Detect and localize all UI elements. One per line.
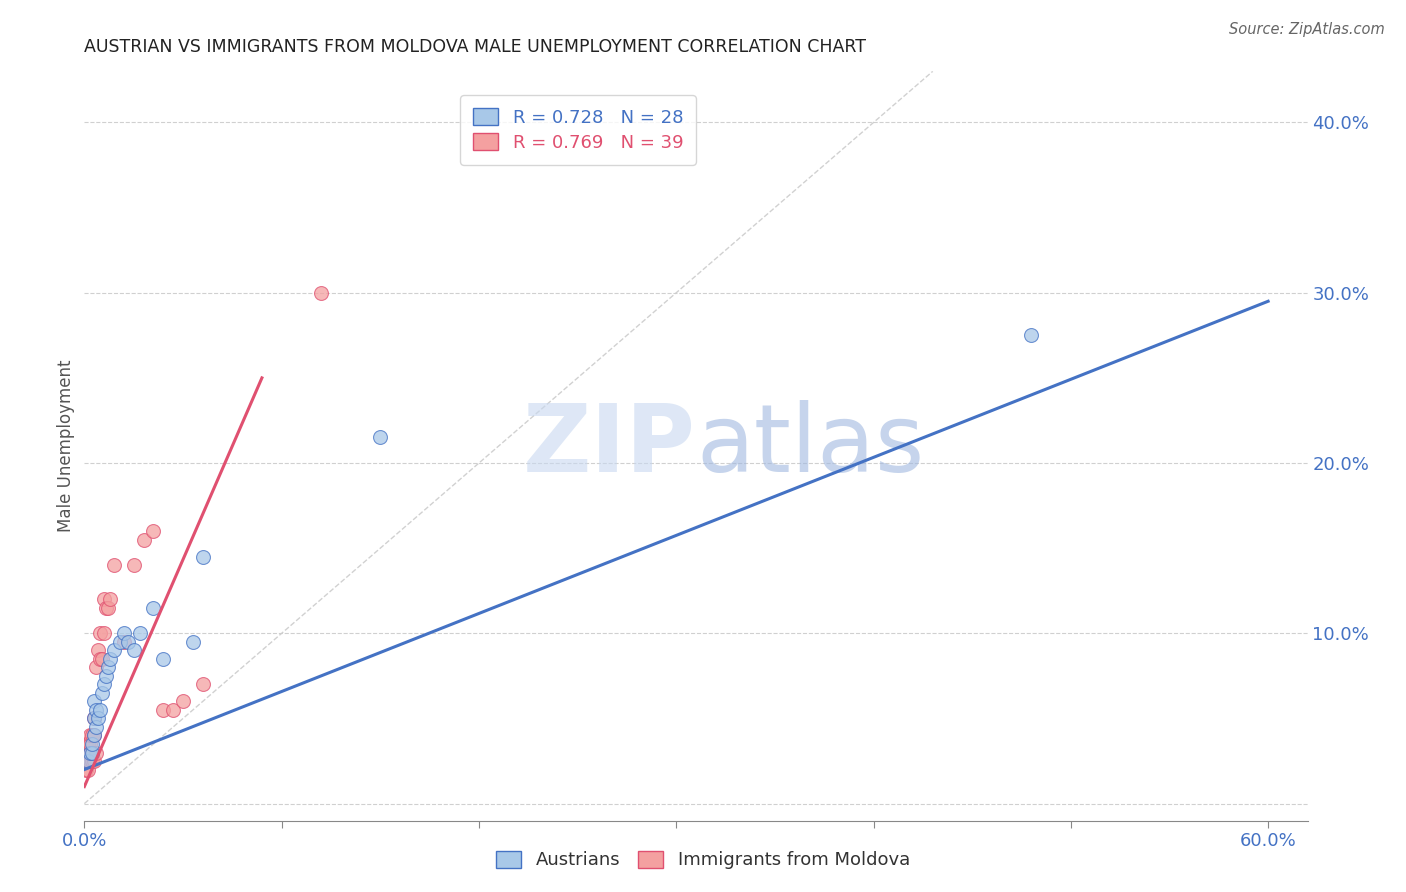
Point xyxy=(98,652,121,666)
Point xyxy=(82,754,104,768)
Text: Source: ZipAtlas.com: Source: ZipAtlas.com xyxy=(1229,22,1385,37)
Point xyxy=(75,746,97,760)
Point xyxy=(77,754,100,768)
Point xyxy=(82,746,104,760)
Point xyxy=(97,660,120,674)
Point xyxy=(122,643,145,657)
Point xyxy=(142,524,165,538)
Point xyxy=(89,703,111,717)
Point xyxy=(108,635,131,649)
Point xyxy=(94,600,117,615)
Point xyxy=(77,746,100,760)
Y-axis label: Male Unemployment: Male Unemployment xyxy=(56,359,75,533)
Point xyxy=(152,703,174,717)
Point xyxy=(84,720,107,734)
Point xyxy=(368,430,391,444)
Point xyxy=(89,626,111,640)
Point xyxy=(191,549,214,564)
Point xyxy=(93,592,115,607)
Point xyxy=(77,737,100,751)
Point xyxy=(79,737,101,751)
Legend: Austrians, Immigrants from Moldova: Austrians, Immigrants from Moldova xyxy=(486,842,920,879)
Text: ZIP: ZIP xyxy=(523,400,696,492)
Point xyxy=(91,686,114,700)
Point xyxy=(75,763,97,777)
Point xyxy=(91,652,114,666)
Point xyxy=(112,635,135,649)
Point xyxy=(84,703,107,717)
Point xyxy=(93,677,115,691)
Point xyxy=(84,660,107,674)
Point xyxy=(83,754,105,768)
Point xyxy=(83,729,105,743)
Point xyxy=(79,754,101,768)
Point xyxy=(82,729,104,743)
Point xyxy=(87,643,110,657)
Point xyxy=(132,533,155,547)
Text: AUSTRIAN VS IMMIGRANTS FROM MOLDOVA MALE UNEMPLOYMENT CORRELATION CHART: AUSTRIAN VS IMMIGRANTS FROM MOLDOVA MALE… xyxy=(84,38,866,56)
Point xyxy=(112,626,135,640)
Point xyxy=(181,635,204,649)
Point xyxy=(77,763,100,777)
Point xyxy=(122,558,145,573)
Point xyxy=(172,694,194,708)
Point xyxy=(79,746,101,760)
Point xyxy=(89,652,111,666)
Point xyxy=(94,669,117,683)
Point xyxy=(83,711,105,725)
Point xyxy=(83,694,105,708)
Point xyxy=(83,729,105,743)
Point xyxy=(79,729,101,743)
Point xyxy=(82,737,104,751)
Point xyxy=(103,558,125,573)
Text: atlas: atlas xyxy=(696,400,924,492)
Point xyxy=(98,592,121,607)
Point xyxy=(142,600,165,615)
Point xyxy=(103,643,125,657)
Point xyxy=(83,711,105,725)
Point xyxy=(79,746,101,760)
Point xyxy=(191,677,214,691)
Point xyxy=(82,746,104,760)
Point xyxy=(117,635,139,649)
Point xyxy=(152,652,174,666)
Point xyxy=(75,737,97,751)
Point xyxy=(84,746,107,760)
Point xyxy=(75,754,97,768)
Legend: R = 0.728   N = 28, R = 0.769   N = 39: R = 0.728 N = 28, R = 0.769 N = 39 xyxy=(460,95,696,165)
Point xyxy=(162,703,184,717)
Point xyxy=(1021,328,1043,343)
Point xyxy=(87,711,110,725)
Point xyxy=(77,754,100,768)
Point xyxy=(128,626,150,640)
Point xyxy=(97,600,120,615)
Point xyxy=(93,626,115,640)
Point xyxy=(309,285,332,300)
